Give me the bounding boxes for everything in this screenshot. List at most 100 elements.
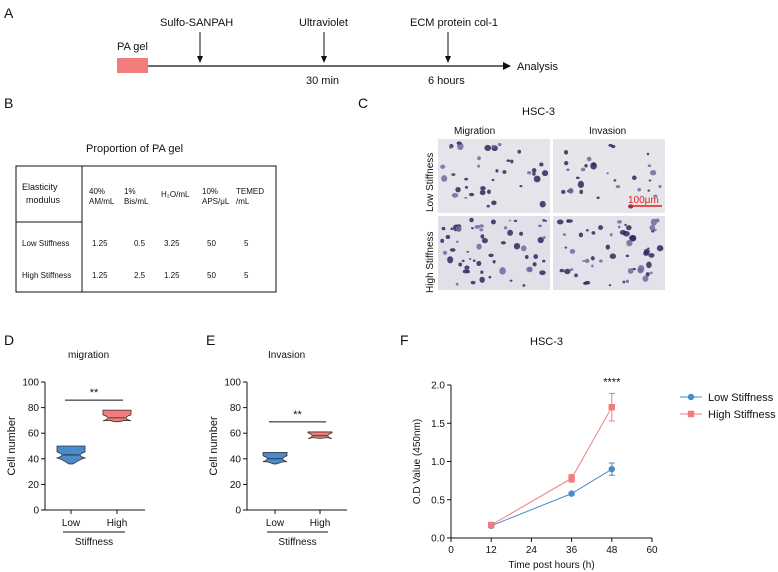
- chart-f-title: HSC-3: [530, 336, 563, 348]
- stained-cell: [508, 219, 512, 222]
- stained-cell: [458, 262, 463, 267]
- stained-cell: [533, 175, 541, 183]
- stained-cell: [537, 236, 544, 244]
- stained-cell: [449, 248, 456, 252]
- stained-cell: [531, 168, 537, 173]
- timeline-arrowhead: [503, 62, 511, 70]
- stained-cell: [464, 185, 468, 189]
- data-point: [568, 475, 575, 482]
- stained-cell: [575, 176, 580, 179]
- stained-cell: [650, 170, 657, 176]
- stained-cell: [591, 231, 596, 235]
- y-tick-label: 1.0: [431, 457, 445, 468]
- stained-cell: [596, 196, 600, 200]
- svg-text:Ultraviolet: Ultraviolet: [299, 17, 348, 29]
- stained-cell: [521, 245, 527, 252]
- cell: 2.5: [134, 271, 146, 280]
- col-label-migration: Migration: [454, 126, 495, 137]
- stained-cell: [577, 180, 585, 189]
- stained-cell: [532, 172, 536, 176]
- stained-cell: [472, 259, 476, 262]
- stained-cell: [479, 224, 484, 228]
- stained-cell: [542, 259, 546, 263]
- stained-cell: [610, 144, 616, 149]
- stained-cell: [584, 258, 590, 264]
- stained-cell: [643, 248, 650, 255]
- chart-e-title: Invasion: [268, 350, 305, 361]
- stained-cell: [474, 224, 481, 229]
- stained-cell: [655, 218, 660, 223]
- stained-cell: [539, 200, 546, 208]
- legend-label: High Stiffness: [708, 409, 776, 421]
- y-tick-label: 0.0: [431, 534, 445, 545]
- stained-cell: [647, 247, 650, 250]
- stained-cell: [441, 226, 446, 231]
- stained-cell: [624, 223, 627, 227]
- y-tick-label: 100: [224, 378, 241, 389]
- stained-cell: [491, 178, 495, 182]
- panel-label-c: C: [358, 95, 368, 111]
- stained-cell: [479, 189, 486, 196]
- stained-cell: [500, 241, 506, 245]
- duration-30min: 30 min: [306, 75, 339, 87]
- x-tick-label: 60: [646, 545, 658, 556]
- stained-cell: [566, 168, 570, 172]
- stained-cell: [456, 141, 462, 145]
- stained-cell: [519, 231, 524, 236]
- stained-cell: [442, 250, 448, 255]
- stained-cell: [524, 255, 529, 260]
- stained-cell: [488, 253, 494, 258]
- data-point: [568, 490, 575, 497]
- stained-cell: [476, 260, 482, 267]
- stained-cell: [648, 179, 652, 182]
- panel-label-b: B: [4, 95, 13, 111]
- stained-cell: [461, 259, 465, 263]
- violin-high: [102, 409, 132, 423]
- significance-label: ****: [603, 376, 621, 388]
- stained-cell: [477, 156, 481, 161]
- table-title: Proportion of PA gel: [86, 143, 183, 155]
- stained-cell: [648, 253, 655, 258]
- step-sulfo-sanpah: Sulfo-SANPAH: [160, 17, 233, 63]
- cell: 1.25: [92, 271, 108, 280]
- y-tick-label: 100: [22, 378, 39, 389]
- stained-cell: [532, 262, 537, 267]
- stained-cell: [468, 192, 475, 197]
- row-low-label: Low Stiffness: [22, 239, 69, 248]
- data-point: [608, 403, 615, 411]
- stained-cell: [480, 234, 485, 239]
- cell: 50: [207, 239, 216, 248]
- stained-cell: [477, 164, 480, 168]
- stained-cell: [451, 192, 459, 198]
- stained-cell: [658, 184, 662, 189]
- stained-cell: [544, 220, 548, 222]
- stained-cell: [447, 256, 454, 264]
- stained-cell: [481, 237, 488, 244]
- stained-cell: [590, 256, 595, 261]
- stained-cell: [586, 156, 592, 162]
- stained-cell: [468, 258, 472, 260]
- y-axis-label: Cell number: [208, 416, 220, 476]
- series-line-0: [491, 468, 613, 527]
- x-tick-label: 12: [486, 545, 498, 556]
- stained-cell: [609, 253, 617, 259]
- header-aps: 10% APS/μL: [202, 187, 230, 206]
- significance-label: **: [293, 409, 302, 421]
- stained-cell: [539, 270, 546, 276]
- series-line-1: [490, 406, 613, 526]
- panel-label-e: E: [206, 332, 215, 348]
- stained-cells: [440, 141, 664, 287]
- stained-cell: [479, 276, 485, 283]
- stained-cell: [517, 149, 522, 154]
- stained-cell: [564, 160, 569, 166]
- stained-cell: [584, 163, 588, 168]
- row-label-low: Low Stiffness: [425, 153, 436, 212]
- stained-cell: [625, 225, 632, 231]
- stained-cell: [497, 143, 502, 147]
- stained-cell: [656, 245, 664, 252]
- stained-cell: [582, 259, 586, 262]
- stained-cell: [488, 275, 492, 279]
- y-tick-label: 20: [230, 480, 242, 491]
- stained-cell: [583, 281, 588, 285]
- y-axis-label: O.D Value (450nm): [412, 419, 423, 504]
